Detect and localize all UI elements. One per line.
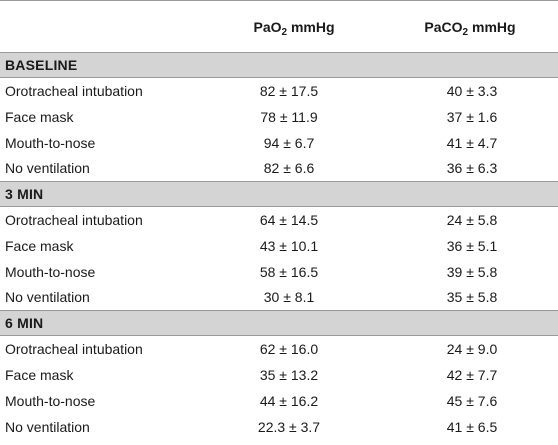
pao2-value: 58 ± 16.5 (259, 263, 319, 280)
group-header-3-min: 3 MIN (0, 181, 558, 207)
row-label: Orotracheal intubation (5, 82, 143, 99)
header-pao2: PaO2 mmHg (206, 0, 382, 53)
pao2-value: 62 ± 16.0 (259, 340, 319, 357)
group-title: BASELINE (0, 52, 558, 78)
paco2-value: 42 ± 7.7 (446, 366, 498, 383)
table-row: No ventilation 82 ± 6.6 36 ± 6.3 (0, 156, 558, 182)
header-pao2-main: PaO (253, 18, 282, 35)
header-paco2-unit: mmHg (468, 18, 516, 35)
group-title: 3 MIN (0, 181, 558, 207)
row-label: Mouth-to-nose (5, 134, 96, 151)
row-label: Mouth-to-nose (5, 263, 96, 280)
paco2-value: 39 ± 5.8 (446, 263, 498, 280)
paco2-value: 37 ± 1.6 (446, 108, 498, 125)
pao2-value: 64 ± 14.5 (259, 211, 319, 228)
row-label: No ventilation (5, 418, 90, 435)
table-row: Orotracheal intubation 64 ± 14.5 24 ± 5.… (0, 207, 558, 233)
pao2-value: 82 ± 6.6 (263, 160, 315, 177)
pao2-value: 94 ± 6.7 (263, 134, 315, 151)
paco2-value: 45 ± 7.6 (446, 392, 498, 409)
pao2-value: 22.3 ± 3.7 (257, 418, 321, 435)
header-paco2-sub: 2 (462, 26, 469, 38)
table-row: Mouth-to-nose 94 ± 6.7 41 ± 4.7 (0, 130, 558, 156)
row-label: Face mask (5, 366, 74, 383)
table-row: Mouth-to-nose 58 ± 16.5 39 ± 5.8 (0, 259, 558, 285)
row-label: Orotracheal intubation (5, 211, 143, 228)
table-row: Face mask 43 ± 10.1 36 ± 5.1 (0, 233, 558, 259)
paco2-value: 41 ± 4.7 (446, 134, 498, 151)
pao2-value: 43 ± 10.1 (259, 237, 319, 254)
paco2-value: 40 ± 3.3 (446, 82, 498, 99)
table-row: Orotracheal intubation 62 ± 16.0 24 ± 9.… (0, 336, 558, 362)
header-blank (0, 0, 206, 53)
pao2-value: 82 ± 17.5 (259, 82, 319, 99)
paco2-value: 24 ± 5.8 (446, 211, 498, 228)
paco2-value: 24 ± 9.0 (446, 340, 498, 357)
row-label: Orotracheal intubation (5, 340, 143, 357)
table-row: Orotracheal intubation 82 ± 17.5 40 ± 3.… (0, 78, 558, 104)
pao2-value: 44 ± 16.2 (259, 392, 319, 409)
header-paco2: PaCO2 mmHg (382, 0, 558, 53)
table-row: Face mask 78 ± 11.9 37 ± 1.6 (0, 104, 558, 130)
paco2-value: 41 ± 6.5 (446, 418, 498, 435)
paco2-value: 36 ± 5.1 (446, 237, 498, 254)
table-row: Face mask 35 ± 13.2 42 ± 7.7 (0, 362, 558, 388)
paco2-value: 35 ± 5.8 (446, 289, 498, 306)
row-label: Mouth-to-nose (5, 392, 96, 409)
table-row: No ventilation 22.3 ± 3.7 41 ± 6.5 (0, 414, 558, 440)
header-pao2-unit: mmHg (287, 18, 335, 35)
header-pao2-sub: 2 (281, 26, 288, 38)
header-paco2-main: PaCO (424, 18, 463, 35)
pao2-value: 35 ± 13.2 (259, 366, 319, 383)
pao2-value: 30 ± 8.1 (263, 289, 315, 306)
group-header-baseline: BASELINE (0, 52, 558, 78)
table-row: Mouth-to-nose 44 ± 16.2 45 ± 7.6 (0, 388, 558, 414)
row-label: No ventilation (5, 160, 90, 177)
row-label: Face mask (5, 108, 74, 125)
table-row: No ventilation 30 ± 8.1 35 ± 5.8 (0, 285, 558, 311)
table-header-row: PaO2 mmHg PaCO2 mmHg (0, 0, 558, 53)
pao2-value: 78 ± 11.9 (260, 108, 318, 125)
group-header-6-min: 6 MIN (0, 310, 558, 336)
row-label: No ventilation (5, 289, 90, 306)
row-label: Face mask (5, 237, 74, 254)
paco2-value: 36 ± 6.3 (446, 160, 498, 177)
group-title: 6 MIN (0, 310, 558, 336)
